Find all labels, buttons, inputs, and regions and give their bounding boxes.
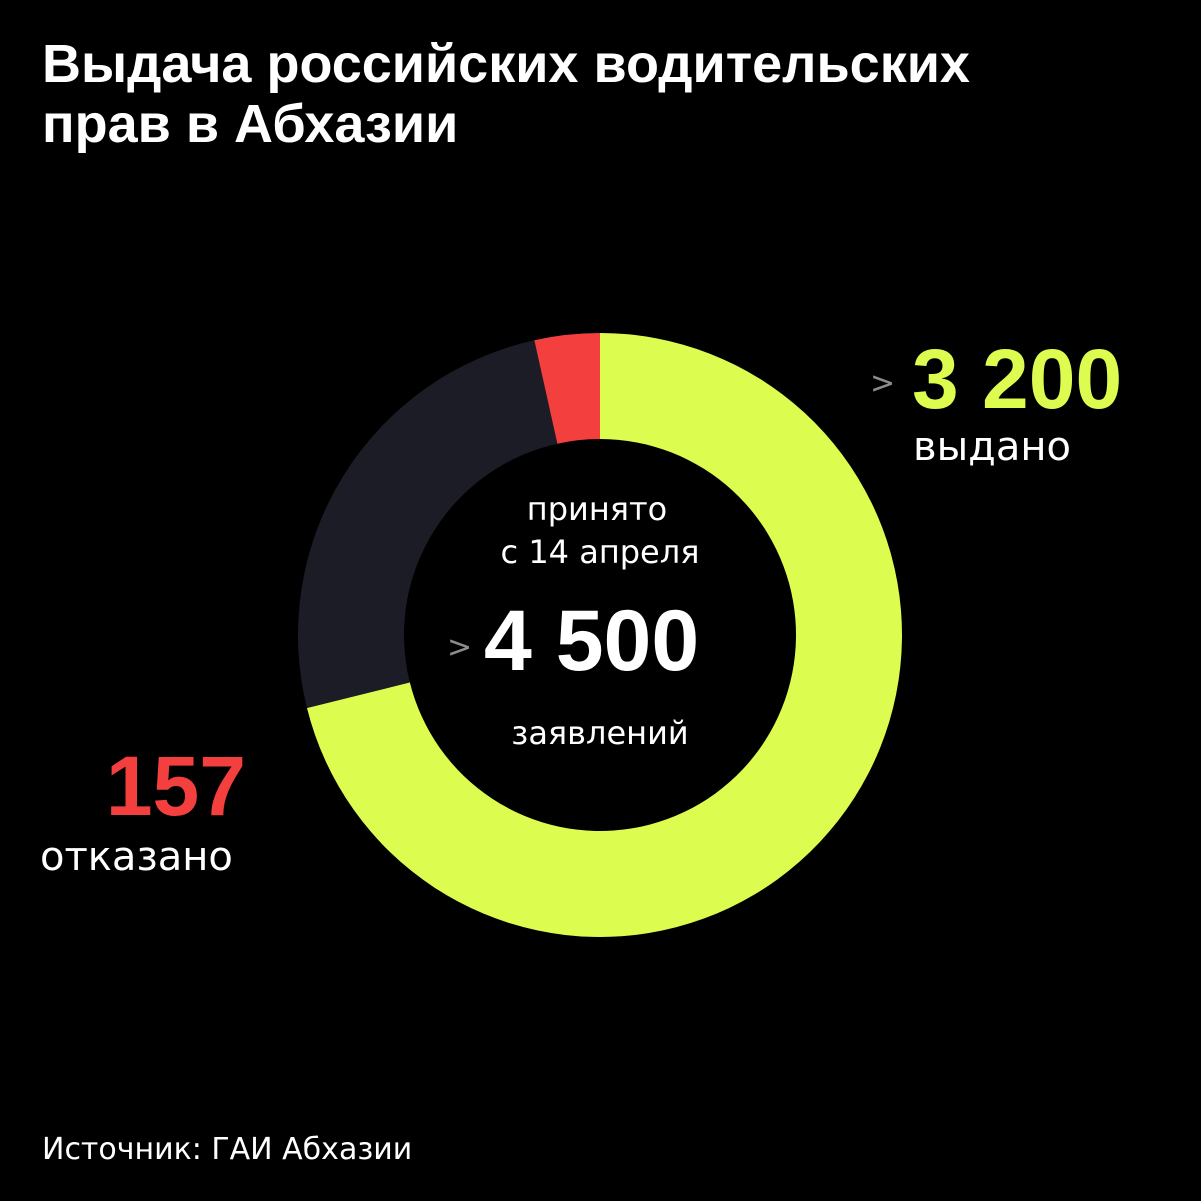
issued-label: выдано (913, 424, 1071, 470)
issued-prefix: > (870, 366, 895, 401)
center-label-since: с 14 апреля (501, 533, 700, 571)
chart-title-line-2: прав в Абхазии (42, 94, 459, 154)
donut-slice-other (298, 340, 558, 709)
center-prefix: > (447, 630, 472, 665)
issued-value: 3 200 (912, 332, 1122, 426)
center-total-value: 4 500 (484, 593, 699, 689)
donut-slices (298, 333, 902, 937)
chart-title-line-1: Выдача российских водительских (42, 34, 970, 94)
source-note: Источник: ГАИ Абхазии (42, 1132, 413, 1167)
center-label-applications: заявлений (511, 714, 688, 752)
donut-slice-issued (306, 333, 902, 937)
donut-slice-refused (534, 333, 600, 444)
chart-title: Выдача российских водительских прав в Аб… (42, 34, 1142, 154)
refused-label: отказано (40, 834, 233, 880)
center-label-accepted: принято (527, 490, 667, 528)
refused-value: 157 (106, 739, 246, 833)
